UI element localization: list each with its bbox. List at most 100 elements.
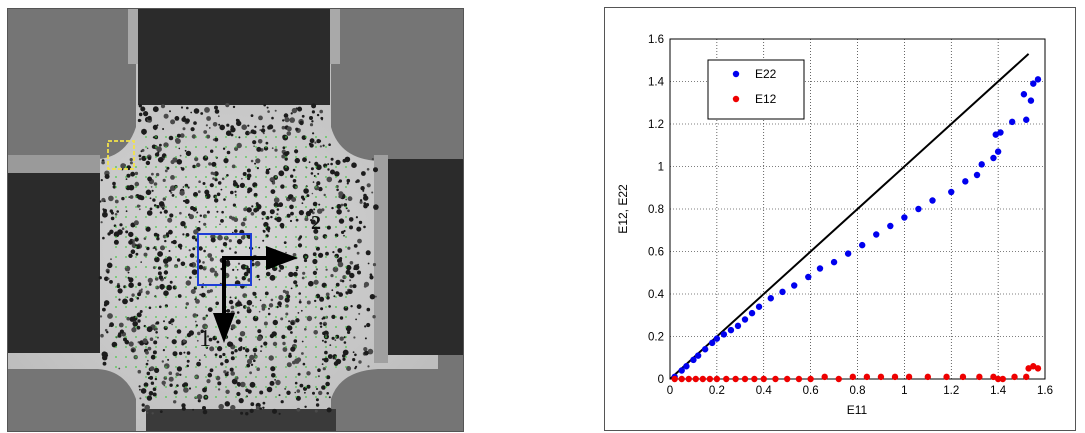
speckle-dot xyxy=(228,299,234,305)
speckle-dot xyxy=(234,349,238,353)
speckle-dot xyxy=(225,259,230,265)
dic-grid-point xyxy=(335,296,337,298)
speckle-dot xyxy=(276,213,279,216)
speckle-dot xyxy=(259,390,264,395)
dic-grid-point xyxy=(215,366,217,368)
dic-grid-point xyxy=(205,226,207,228)
dic-grid-point xyxy=(145,246,147,248)
speckle-dot xyxy=(196,162,201,168)
speckle-dot xyxy=(298,292,302,295)
dic-grid-point xyxy=(155,256,157,258)
speckle-dot xyxy=(168,135,174,141)
speckle-dot xyxy=(206,210,210,214)
dic-grid-point xyxy=(235,156,237,158)
speckle-dot xyxy=(217,181,222,185)
speckle-dot xyxy=(199,214,202,217)
dic-grid-point xyxy=(305,276,307,278)
speckle-dot xyxy=(136,312,142,318)
dic-grid-point xyxy=(235,346,237,348)
dic-grid-point xyxy=(305,396,307,398)
dic-grid-point xyxy=(115,296,117,298)
speckle-dot xyxy=(318,186,323,192)
speckle-dot xyxy=(200,329,204,333)
dic-grid-point xyxy=(225,216,227,218)
speckle-dot xyxy=(262,401,266,405)
speckle-dot xyxy=(202,323,208,330)
speckle-dot xyxy=(234,194,237,196)
speckle-dot xyxy=(148,391,154,396)
dic-grid-point xyxy=(155,186,157,188)
speckle-dot xyxy=(161,380,166,385)
speckle-dot xyxy=(341,230,345,234)
speckle-dot xyxy=(313,330,319,335)
dic-grid-point xyxy=(255,266,257,268)
dic-grid-point xyxy=(335,306,337,308)
dic-grid-point xyxy=(335,336,337,338)
speckle-dot xyxy=(349,272,355,279)
speckle-dot xyxy=(265,170,270,175)
dic-grid-point xyxy=(255,346,257,348)
data-point-e22 xyxy=(779,288,786,296)
dic-grid-point xyxy=(325,206,327,208)
speckle-dot xyxy=(214,270,217,274)
speckle-dot xyxy=(190,289,196,294)
speckle-dot xyxy=(226,309,231,313)
speckle-dot xyxy=(104,174,110,179)
speckle-dot xyxy=(342,349,349,356)
speckle-dot xyxy=(311,110,315,114)
speckle-dot xyxy=(367,365,370,368)
speckle-dot xyxy=(147,115,152,121)
speckle-dot xyxy=(211,161,217,167)
dic-grid-point xyxy=(275,336,277,338)
dic-grid-point xyxy=(215,346,217,348)
dic-grid-point xyxy=(295,196,297,198)
dic-grid-point xyxy=(205,306,207,308)
speckle-dot xyxy=(247,176,251,181)
speckle-dot xyxy=(126,173,131,178)
speckle-dot xyxy=(116,210,119,213)
speckle-dot xyxy=(303,258,308,263)
speckle-dot xyxy=(154,367,160,373)
dic-grid-point xyxy=(225,156,227,158)
speckle-dot xyxy=(224,358,229,364)
speckle-dot xyxy=(216,340,220,344)
axis-2-arrowhead xyxy=(266,246,298,270)
speckle-dot xyxy=(241,124,247,130)
dic-grid-point xyxy=(275,246,277,248)
speckle-dot xyxy=(232,268,235,271)
dic-grid-point xyxy=(225,366,227,368)
speckle-dot xyxy=(136,204,140,208)
dic-grid-point xyxy=(185,356,187,358)
speckle-dot xyxy=(209,257,214,262)
dic-grid-point xyxy=(205,196,207,198)
dic-grid-point xyxy=(165,246,167,248)
dic-grid-point xyxy=(115,286,117,288)
speckle-dot xyxy=(235,319,241,325)
speckle-dot xyxy=(147,176,153,182)
speckle-dot xyxy=(268,355,274,361)
dic-grid-point xyxy=(225,186,227,188)
dic-grid-point xyxy=(215,206,217,208)
speckle-dot xyxy=(337,261,344,268)
speckle-dot xyxy=(157,266,162,270)
speckle-dot xyxy=(350,305,353,308)
dic-grid-points xyxy=(115,136,347,398)
dic-grid-point xyxy=(235,316,237,318)
speckle-dot xyxy=(238,347,243,352)
data-point-e12 xyxy=(924,373,932,381)
dic-grid-point xyxy=(175,286,177,288)
dic-grid-point xyxy=(115,196,117,198)
speckle-dot xyxy=(172,121,175,124)
data-point-e22 xyxy=(791,282,798,289)
speckle-dot xyxy=(326,225,331,230)
speckle-dot xyxy=(318,390,323,396)
speckle-dot xyxy=(152,350,157,355)
speckle-dot xyxy=(264,291,269,296)
speckle-dot xyxy=(305,210,312,217)
speckle-dot xyxy=(281,125,286,130)
speckle-dot xyxy=(143,382,149,388)
x-tick-labels: 0 0.2 0.4 0.6 0.8 1 1.2 1.4 1.6 xyxy=(667,385,1053,397)
dic-grid-point xyxy=(325,276,327,278)
speckle-dot xyxy=(288,354,292,358)
dic-grid-point xyxy=(255,246,257,248)
